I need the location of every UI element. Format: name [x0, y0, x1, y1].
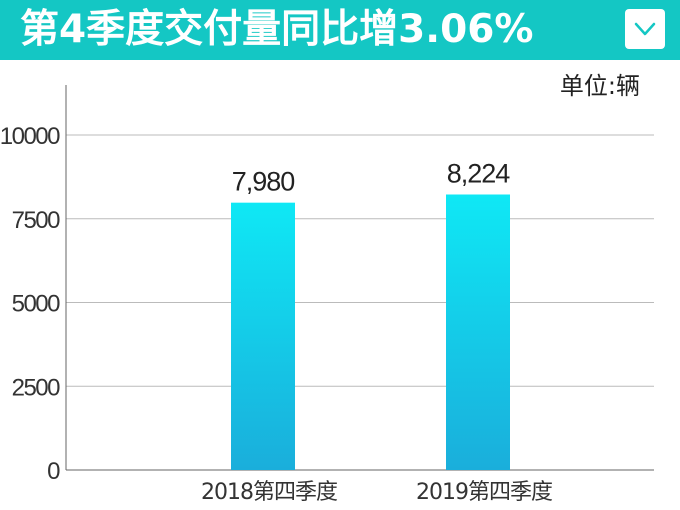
- dropdown-button[interactable]: [625, 9, 665, 49]
- chevron-down-icon: [634, 22, 656, 36]
- title-bar: 第4季度交付量同比增3.06%: [0, 0, 680, 60]
- gridlines: [66, 134, 654, 387]
- data-labels: 7,980 8,224: [232, 158, 512, 197]
- category-labels: 2018第四季度 2019第四季度: [201, 480, 554, 505]
- y-tick-label: 5000: [12, 291, 61, 318]
- bar: [446, 194, 510, 470]
- unit-label: 单位:辆: [559, 72, 640, 100]
- bar-value-label: 8,224: [447, 158, 511, 188]
- bar: [231, 202, 295, 471]
- page-title: 第4季度交付量同比增3.06%: [20, 7, 534, 52]
- y-tick-label: 0: [47, 458, 60, 485]
- x-category-label: 2019第四季度: [416, 480, 553, 505]
- bar-value-label: 7,980: [232, 167, 295, 197]
- bars: [231, 194, 510, 471]
- y-tick-labels: 0 2500 5000 7500 10000: [0, 123, 62, 485]
- y-tick-label: 10000: [0, 123, 60, 150]
- y-tick-label: 2500: [12, 374, 61, 401]
- x-category-label: 2018第四季度: [201, 480, 338, 505]
- y-tick-label: 7500: [12, 207, 61, 234]
